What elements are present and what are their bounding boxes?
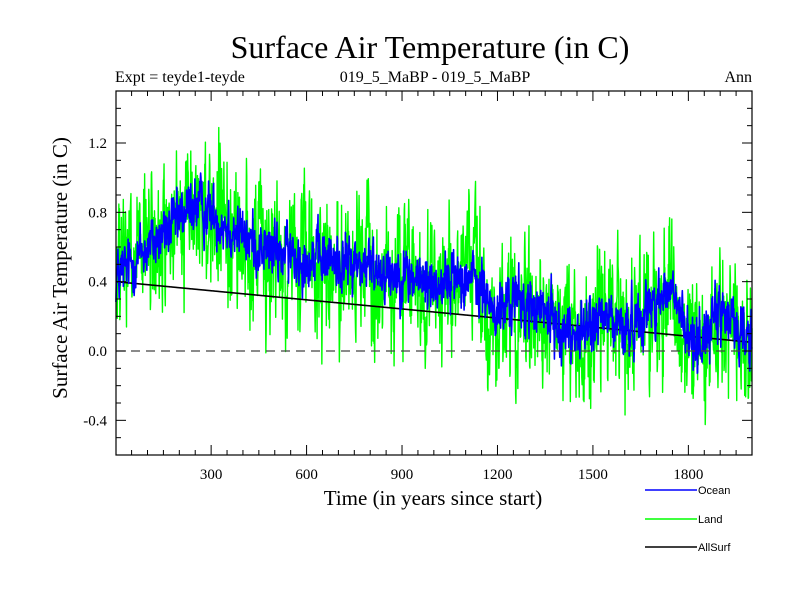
- plot-frame: [115, 90, 753, 456]
- x-tick-label: 600: [295, 467, 318, 483]
- subtitle-left: Expt = teyde1-teyde: [115, 69, 245, 86]
- x-tick-label: 300: [200, 467, 223, 483]
- legend-label-land: Land: [698, 514, 722, 526]
- y-axis-label: Surface Air Temperature (in C): [48, 137, 72, 399]
- x-axis-label: Time (in years since start): [324, 486, 543, 510]
- subtitle-right: Ann: [724, 69, 752, 86]
- legend-label-ocean: Ocean: [698, 485, 730, 497]
- x-tick-label: 900: [391, 467, 414, 483]
- series-line-ocean: [115, 172, 753, 375]
- tick-layer: 300 600 900 1200 1500 1800 -0.4 0.0 0.4 0.8 1.2: [83, 91, 752, 483]
- x-tick-label: 1200: [482, 467, 512, 483]
- data-layer: [115, 126, 753, 426]
- y-tick-label: 0.4: [88, 275, 107, 291]
- legend-label-allsurf: AllSurf: [698, 542, 731, 554]
- legend: Ocean Land AllSurf: [645, 485, 731, 554]
- x-tick-label: 1500: [578, 467, 608, 483]
- y-tick-label: 1.2: [88, 136, 107, 152]
- series-line-allsurf: [115, 280, 753, 344]
- y-tick-label: -0.4: [83, 413, 107, 429]
- chart-title: Surface Air Temperature (in C): [231, 29, 630, 65]
- y-tick-label: 0.0: [88, 344, 107, 360]
- subtitle-center: 019_5_MaBP - 019_5_MaBP: [340, 69, 531, 86]
- x-tick-label: 1800: [673, 467, 703, 483]
- y-tick-label: 0.8: [88, 205, 107, 221]
